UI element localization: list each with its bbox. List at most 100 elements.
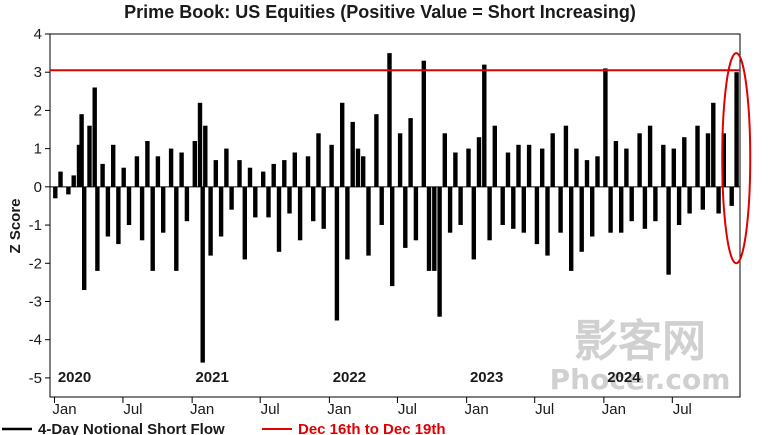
flow-bar	[453, 152, 458, 187]
year-label: 2020	[58, 369, 91, 386]
flow-bar	[716, 186, 721, 214]
flow-bar	[642, 186, 648, 229]
flow-bar	[574, 148, 579, 187]
flow-bar	[66, 186, 71, 195]
flow-bar	[305, 156, 311, 187]
legend-label-dec-range: Dec 16th to Dec 19th	[298, 421, 446, 435]
flow-bar	[603, 68, 608, 187]
plot-area	[49, 33, 741, 398]
annotations	[721, 52, 752, 265]
svg-text:Z Score: Z Score	[7, 198, 24, 253]
y-tick-label: 0	[34, 179, 42, 196]
flow-bar	[550, 133, 555, 187]
flow-bar	[213, 160, 218, 187]
flow-bar	[155, 156, 161, 187]
flow-bar	[271, 163, 276, 187]
flow-bar	[316, 133, 321, 187]
flow-bar	[492, 125, 497, 187]
flow-bar	[76, 144, 82, 187]
x-tick-label: Jul	[123, 401, 142, 418]
flow-bar	[282, 160, 287, 187]
flow-bar	[121, 167, 126, 187]
flow-bar	[200, 186, 205, 363]
flow-bar	[208, 186, 213, 256]
flow-bar	[374, 114, 379, 187]
flow-bar	[237, 160, 242, 187]
flow-bar	[584, 160, 590, 187]
flow-bar	[682, 137, 687, 187]
flow-bar	[174, 186, 179, 271]
flow-bar	[79, 114, 84, 187]
flow-bar	[311, 186, 316, 222]
flow-bar	[432, 186, 437, 271]
y-tick-label: -2	[29, 255, 42, 272]
chart-title: Prime Book: US Equities (Positive Value …	[124, 2, 636, 22]
flow-bar	[608, 186, 613, 233]
flow-bar	[71, 175, 76, 187]
flow-bar	[579, 186, 584, 252]
year-labels: 2020 2021 2022 2023 2024	[58, 369, 641, 386]
flow-bar	[184, 186, 190, 222]
flow-bar	[466, 148, 471, 187]
flow-bar	[229, 186, 234, 210]
watermark-url: Phocer.com	[550, 363, 731, 396]
flow-bar	[297, 186, 303, 241]
flow-bar	[203, 125, 208, 187]
flow-bar	[105, 186, 111, 237]
flow-bar	[390, 186, 395, 287]
flow-bar	[700, 186, 705, 210]
flow-bar	[487, 186, 492, 241]
y-tick-label: 1	[34, 141, 42, 158]
year-label: 2022	[333, 369, 366, 386]
flow-bar	[329, 144, 334, 187]
flow-bar	[100, 163, 105, 187]
flow-bar	[476, 137, 482, 187]
x-axis: Jan Jul Jan Jul Jan Jul Jan Jul Jan Jul	[52, 397, 692, 418]
flow-bar	[145, 141, 150, 187]
y-tick-label: 4	[34, 26, 42, 43]
y-tick-label: -1	[29, 217, 42, 234]
flow-bar	[619, 186, 624, 233]
flow-bar	[540, 148, 545, 187]
flow-bar	[613, 141, 619, 187]
flow-bar	[361, 156, 366, 187]
flow-bar	[345, 186, 350, 260]
flow-bar	[95, 186, 100, 271]
x-tick-label: Jul	[261, 401, 280, 418]
flow-bar	[595, 156, 600, 187]
flow-bar	[366, 186, 371, 256]
plot-frame	[49, 33, 741, 398]
flow-bar	[442, 133, 447, 187]
flow-bar	[224, 148, 229, 187]
x-tick-label: Jan	[327, 401, 351, 418]
flow-bar	[705, 133, 711, 187]
x-tick-label: Jan	[190, 401, 214, 418]
flow-bar	[426, 186, 432, 271]
legend-label-short-flow: 4-Day Notional Short Flow	[38, 421, 225, 435]
flow-bar	[355, 148, 361, 187]
flow-bar	[179, 152, 184, 187]
flow-bar	[276, 186, 282, 252]
x-tick-label: Jul	[535, 401, 554, 418]
highlight-ellipse	[721, 52, 752, 265]
flow-bar	[266, 186, 271, 218]
flow-bar	[545, 186, 550, 256]
flow-bar	[447, 186, 453, 233]
x-tick-label: Jan	[465, 401, 489, 418]
year-label: 2021	[195, 369, 228, 386]
flow-bar	[87, 125, 92, 187]
flow-bar	[111, 144, 116, 187]
flow-bar	[387, 53, 392, 187]
flow-bar	[168, 148, 174, 187]
flow-bar	[261, 171, 266, 187]
y-tick-label: 2	[34, 102, 42, 119]
flow-bar	[437, 186, 442, 317]
flow-bar	[197, 102, 203, 187]
flow-bar	[695, 125, 700, 187]
flow-bar	[253, 186, 258, 218]
flow-bar	[150, 186, 155, 271]
y-axis-title: Z Score	[7, 198, 24, 253]
y-tick-label: 3	[34, 64, 42, 81]
watermark-text: 影客网	[574, 316, 706, 367]
